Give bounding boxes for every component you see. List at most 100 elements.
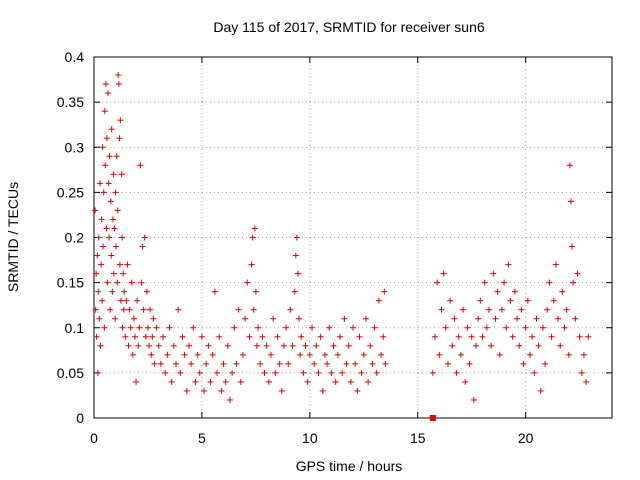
data-point (522, 324, 529, 331)
data-point (119, 324, 126, 331)
data-point (196, 369, 203, 376)
special-square-point (429, 415, 436, 421)
data-point (371, 324, 378, 331)
data-point (181, 351, 188, 358)
data-point (285, 360, 292, 367)
data-point (115, 81, 122, 88)
chart-title: Day 115 of 2017, SRMTID for receiver sun… (213, 19, 485, 35)
data-point (494, 288, 501, 295)
data-point (356, 333, 363, 340)
data-point (347, 378, 354, 385)
data-point (188, 360, 195, 367)
data-point (192, 378, 199, 385)
data-point (552, 261, 559, 268)
data-point (511, 288, 518, 295)
data-point (488, 342, 495, 349)
data-point (116, 261, 123, 268)
data-point (121, 288, 128, 295)
x-axis-label: GPS time / hours (296, 458, 403, 474)
data-point (533, 315, 540, 322)
data-point (526, 351, 533, 358)
data-point (203, 360, 210, 367)
data-point (143, 288, 150, 295)
data-point (585, 333, 592, 340)
data-point (278, 387, 285, 394)
data-point (302, 342, 309, 349)
data-point (99, 144, 106, 151)
data-point (337, 333, 344, 340)
y-axis-label: SRMTID / TECUs (5, 182, 21, 292)
data-point (93, 333, 100, 340)
data-point (505, 261, 512, 268)
data-point (229, 369, 236, 376)
data-point (280, 342, 287, 349)
data-point (544, 306, 551, 313)
data-points (92, 72, 592, 421)
data-point (96, 315, 103, 322)
data-point (112, 315, 119, 322)
data-point (98, 216, 105, 223)
data-point (237, 378, 244, 385)
data-point (144, 324, 151, 331)
data-point (130, 315, 137, 322)
data-point (168, 378, 175, 385)
data-point (111, 225, 118, 232)
data-point (146, 342, 153, 349)
data-point (124, 261, 131, 268)
data-point (283, 324, 290, 331)
data-point (559, 288, 566, 295)
data-point (100, 243, 107, 250)
data-point (457, 351, 464, 358)
data-point (354, 387, 361, 394)
data-point (94, 369, 101, 376)
data-point (109, 288, 116, 295)
data-point (373, 369, 380, 376)
data-point (569, 243, 576, 250)
data-point (375, 297, 382, 304)
data-point (120, 270, 127, 277)
data-point (328, 369, 335, 376)
data-point (113, 153, 120, 160)
data-point (170, 342, 177, 349)
data-point (166, 324, 173, 331)
data-point (350, 324, 356, 331)
data-point (119, 234, 126, 241)
data-point (308, 324, 315, 331)
data-point (483, 324, 490, 331)
data-point (567, 198, 574, 205)
data-point (434, 279, 441, 286)
data-point (524, 297, 531, 304)
data-point (92, 306, 99, 313)
data-point (326, 324, 333, 331)
data-point (103, 135, 110, 142)
data-point (449, 342, 456, 349)
y-tick-label: 0.4 (65, 49, 85, 65)
x-tick-label: 15 (410, 430, 426, 446)
data-point (477, 297, 484, 304)
data-point (432, 333, 439, 340)
data-point (109, 216, 116, 223)
data-point (381, 288, 388, 295)
data-point (332, 378, 339, 385)
data-point (108, 126, 115, 133)
data-point (460, 306, 467, 313)
data-point (539, 324, 546, 331)
data-point (257, 360, 264, 367)
data-point (127, 324, 134, 331)
data-point (455, 333, 462, 340)
data-point (132, 333, 139, 340)
data-point (466, 360, 473, 367)
data-point (548, 333, 555, 340)
data-point (300, 369, 307, 376)
data-point (242, 315, 249, 322)
data-point (485, 306, 492, 313)
data-point (566, 162, 573, 169)
data-point (198, 333, 205, 340)
data-point (224, 342, 231, 349)
data-point (557, 342, 564, 349)
data-point (501, 279, 508, 286)
y-tick-label: 0.35 (57, 94, 84, 110)
data-point (358, 369, 365, 376)
data-point (155, 342, 162, 349)
axis-ticks: 0 0.05 0.1 0.15 0.2 0.25 0.3 0.35 0.4 0 5 10 15 20 (57, 49, 612, 446)
